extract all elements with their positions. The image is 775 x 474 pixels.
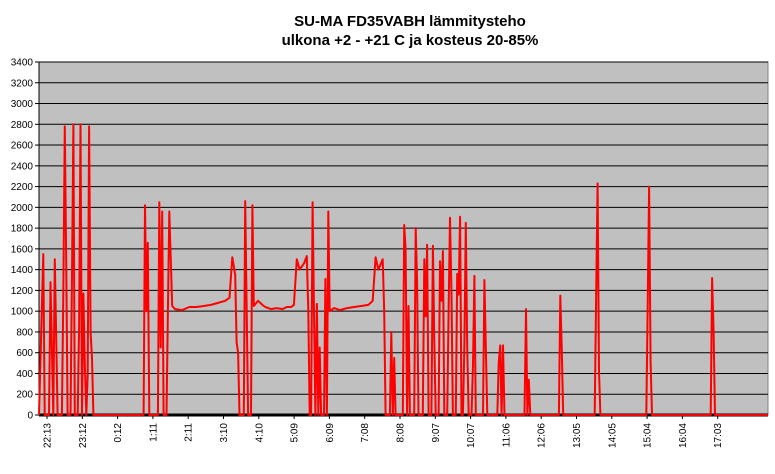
y-tick-label: 800 bbox=[16, 327, 33, 338]
x-axis: 22:13 23:12 0:12 1:11 2:11 3:10 4:10 5:09 6:09 7:… bbox=[39, 413, 768, 448]
series-line bbox=[38, 123, 768, 416]
y-tick-label: 0 bbox=[27, 411, 33, 422]
x-tick-label: 3:10 bbox=[219, 423, 230, 443]
y-tick-label: 600 bbox=[16, 348, 33, 359]
x-tick-label: 22:13 bbox=[43, 423, 54, 448]
chart-subtitle: ulkona +2 - +21 C ja kosteus 20-85% bbox=[281, 32, 539, 49]
x-tick-label: 14:05 bbox=[607, 423, 618, 448]
x-tick-label: 0:12 bbox=[113, 423, 124, 443]
x-tick-label: 6:09 bbox=[325, 423, 336, 443]
x-tick-label: 17:03 bbox=[713, 423, 724, 448]
y-tick-label: 400 bbox=[16, 369, 33, 380]
series-layer bbox=[38, 123, 768, 416]
y-tick-label: 3200 bbox=[11, 78, 34, 89]
x-tick-label: 4:10 bbox=[254, 423, 265, 443]
x-tick-label: 23:12 bbox=[78, 423, 89, 448]
chart-title: SU-MA FD35VABH lämmitysteho ulkona +2 - … bbox=[0, 12, 775, 50]
x-tick-label: 8:08 bbox=[396, 423, 407, 443]
x-tick-label: 9:07 bbox=[431, 423, 442, 443]
y-tick-label: 1800 bbox=[11, 224, 34, 235]
x-tick-label: 1:11 bbox=[148, 423, 159, 442]
x-tick-label: 7:08 bbox=[360, 423, 371, 443]
y-tick-label: 1600 bbox=[11, 244, 34, 255]
y-tick-label: 200 bbox=[16, 390, 33, 401]
x-tick-label: 5:09 bbox=[290, 423, 301, 443]
x-tick-label: 15:04 bbox=[643, 423, 654, 448]
x-tick-label: 11:06 bbox=[501, 423, 512, 448]
x-tick-label: 10:07 bbox=[466, 423, 477, 448]
y-tick-label: 1400 bbox=[11, 265, 34, 276]
y-axis: 0 200 400 600 800 1000 1200 1400 1600 1800 2000 220… bbox=[11, 58, 40, 422]
y-tick-label: 2400 bbox=[11, 161, 34, 172]
y-tick-label: 2800 bbox=[11, 120, 34, 131]
y-tick-label: 1200 bbox=[11, 286, 34, 297]
x-tick-label: 13:05 bbox=[572, 423, 583, 448]
x-tick-label: 2:11 bbox=[184, 423, 195, 442]
x-tick-label: 16:04 bbox=[678, 423, 689, 448]
y-tick-label: 2200 bbox=[11, 182, 34, 193]
y-tick-label: 3400 bbox=[11, 58, 34, 69]
x-tick-label: 12:06 bbox=[537, 423, 548, 448]
y-tick-label: 2600 bbox=[11, 141, 34, 152]
y-tick-label: 3000 bbox=[11, 99, 34, 110]
y-tick-label: 2000 bbox=[11, 203, 34, 214]
y-tick-label: 1000 bbox=[11, 307, 34, 318]
chart-title-line1: SU-MA FD35VABH lämmitysteho bbox=[294, 13, 526, 30]
